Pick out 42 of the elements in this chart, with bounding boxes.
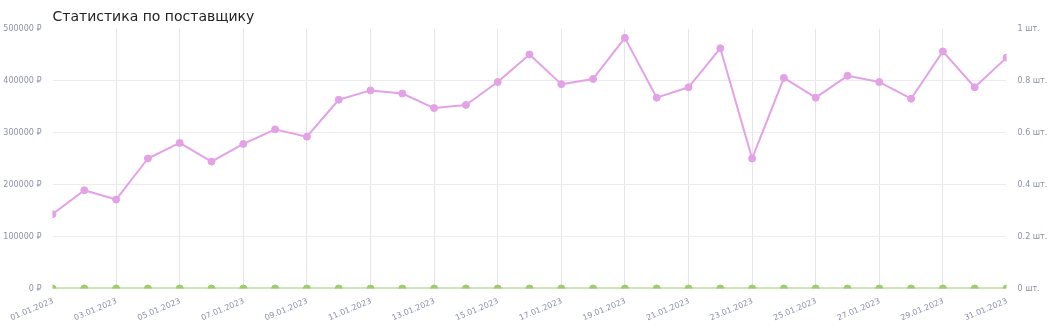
point: [970, 83, 979, 92]
point: [525, 50, 534, 59]
y-tick-label: 200000 ₽: [3, 180, 42, 189]
point: [811, 93, 820, 102]
y-tick-label: 0 ₽: [28, 284, 42, 293]
point: [620, 33, 629, 42]
y-tick-label: 400000 ₽: [3, 76, 42, 85]
y-tick-label: 500000 ₽: [3, 24, 42, 33]
point: [875, 78, 884, 87]
point: [207, 157, 216, 166]
point: [239, 139, 248, 148]
point: [112, 195, 121, 204]
point: [716, 44, 725, 53]
point: [938, 47, 947, 56]
y2-tick-label: 0.2 шт.: [1017, 232, 1048, 241]
y2-tick-label: 0.4 шт.: [1017, 180, 1048, 189]
point: [843, 71, 852, 80]
point: [557, 80, 566, 89]
point: [334, 95, 343, 104]
y-tick-label: 100000 ₽: [3, 232, 42, 241]
chart-title: Статистика по поставщику: [52, 7, 255, 24]
y2-tick-label: 0 шт.: [1017, 284, 1040, 293]
y2-tick-label: 0.6 шт.: [1017, 128, 1048, 137]
point: [430, 104, 439, 113]
point: [907, 94, 916, 103]
point: [779, 73, 788, 82]
point: [80, 186, 89, 195]
point: [684, 83, 693, 92]
y2-tick-label: 1 шт.: [1017, 24, 1040, 33]
point: [493, 78, 502, 87]
point: [271, 125, 280, 134]
y2-tick-label: 0.8 шт.: [1017, 76, 1048, 85]
point: [652, 93, 661, 102]
point: [366, 86, 375, 95]
point: [461, 100, 470, 109]
point: [398, 89, 407, 98]
point: [748, 154, 757, 163]
point: [175, 138, 184, 147]
y-tick-label: 300000 ₽: [3, 128, 42, 137]
point: [302, 132, 311, 141]
point: [589, 74, 598, 83]
point: [143, 154, 152, 163]
